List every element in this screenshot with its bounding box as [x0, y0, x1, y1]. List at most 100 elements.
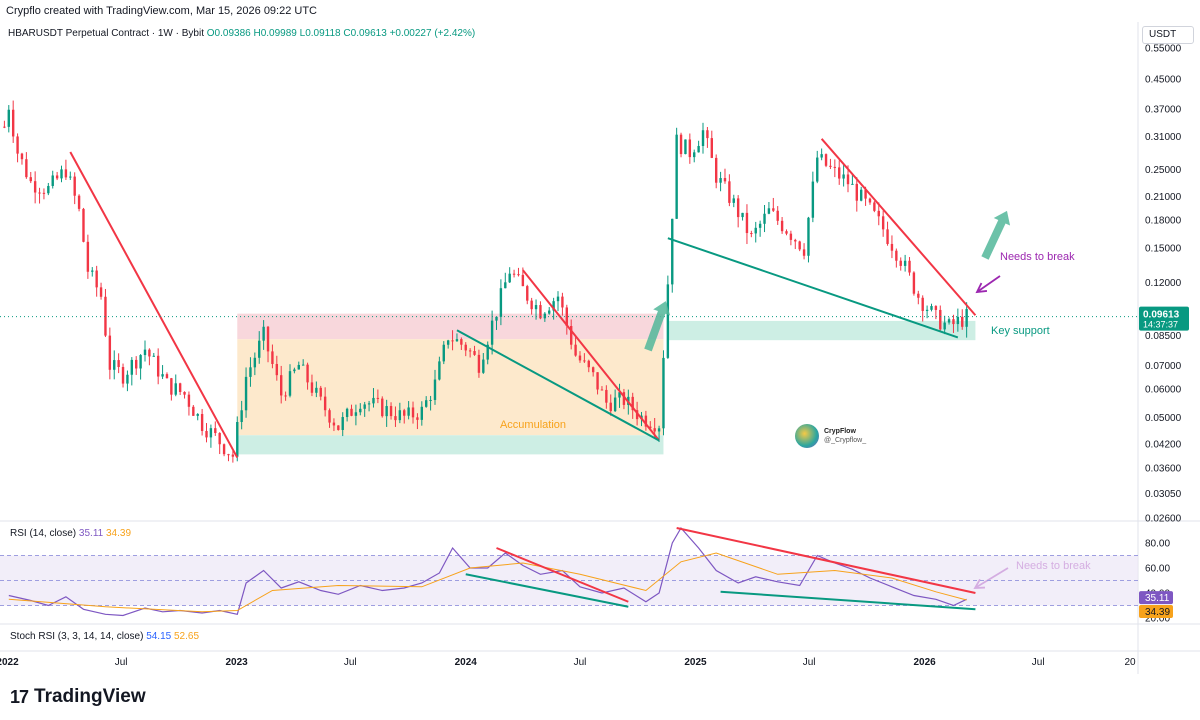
candle-body — [460, 339, 463, 345]
candle-body — [657, 428, 661, 432]
tradingview-logo-icon: 17 — [10, 686, 29, 707]
candle-body — [512, 273, 516, 275]
time-axis[interactable]: 2022 Jul 2023 Jul 2024 Jul 2025 Jul 2026 Jul 20 — [0, 657, 1136, 668]
candles — [3, 100, 968, 463]
trendlines — [0, 138, 1138, 459]
candle-body — [231, 454, 235, 457]
candle-body — [178, 383, 182, 392]
candle-body — [266, 326, 270, 352]
candle-body — [881, 216, 885, 230]
candle-body — [411, 407, 415, 418]
candle-body — [710, 138, 713, 158]
rsi-line — [8, 526, 967, 617]
candle-body — [521, 274, 525, 287]
candle-body — [956, 316, 960, 325]
candle-body — [701, 130, 705, 146]
candle-body — [693, 152, 696, 158]
candle-body — [548, 310, 551, 314]
price-tick-label: 0.55000 — [1145, 44, 1182, 55]
rsi-legend[interactable]: RSI (14, close) 35.11 34.39 — [10, 528, 131, 539]
candle-body — [763, 213, 766, 224]
time-tick-label: 2026 — [913, 657, 936, 668]
tradingview-brand[interactable]: 17 TradingView — [10, 686, 146, 708]
candle-body — [99, 287, 103, 297]
candle-body — [943, 322, 946, 330]
candle-body — [82, 208, 85, 242]
candle-body — [925, 309, 929, 311]
candle-body — [543, 313, 547, 319]
arrow-shape — [981, 210, 1011, 260]
rsi-trendline-2 — [676, 527, 976, 594]
candle-body — [376, 397, 380, 399]
candle-body — [218, 433, 221, 445]
candle-body — [662, 357, 665, 429]
time-tick-label: Jul — [1032, 657, 1045, 668]
candle-body — [561, 296, 564, 308]
candle-body — [117, 360, 120, 368]
ohlc-close: C0.09613 — [343, 28, 387, 39]
price-tick-label: 0.37000 — [1145, 105, 1182, 116]
price-trendline-0 — [69, 151, 239, 459]
price-tick-label: 0.03050 — [1145, 489, 1182, 500]
symbol-legend[interactable]: HBARUSDT Perpetual Contract · 1W · Bybit… — [8, 28, 475, 39]
price-trendline-1 — [522, 269, 660, 442]
candle-body — [504, 282, 507, 289]
price-trendline-4 — [820, 138, 977, 316]
price-tick-label: 0.45000 — [1145, 74, 1182, 85]
candle-body — [244, 376, 248, 411]
candle-body — [271, 351, 274, 364]
price-axis[interactable]: 0.55000 0.45000 0.37000 0.31000 0.25000 0.210… — [1139, 44, 1189, 525]
time-tick-label: 2024 — [455, 657, 478, 668]
candle-body — [859, 189, 863, 201]
candle-body — [697, 145, 700, 153]
crypflow-avatar — [795, 424, 819, 448]
candle-body — [205, 430, 208, 438]
rsi-value-badge — [1139, 591, 1173, 605]
candle-body — [679, 134, 683, 155]
candle-body — [952, 319, 955, 325]
candle-body — [767, 208, 771, 214]
price-tick-label: 0.02600 — [1145, 514, 1182, 525]
price-tick-label: 0.25000 — [1145, 165, 1182, 176]
candle-body — [323, 396, 327, 411]
candle-body — [903, 260, 907, 266]
candle-body — [91, 270, 94, 272]
candle-body — [359, 408, 362, 413]
candle-body — [73, 176, 76, 196]
candle-body — [780, 220, 784, 232]
rsi-ma-label: 34.39 — [1145, 607, 1170, 618]
candle-body — [280, 375, 283, 396]
candle-body — [165, 374, 169, 379]
candle-body — [192, 406, 195, 416]
time-tick-label: Jul — [574, 657, 587, 668]
candle-body — [868, 198, 872, 203]
price-tick-label: 0.05000 — [1145, 413, 1182, 424]
zone-2 — [237, 435, 664, 455]
candle-body — [794, 239, 797, 242]
key-support-label: Key support — [991, 325, 1050, 337]
arrow-shape — [644, 301, 671, 352]
candle-body — [723, 178, 727, 182]
stoch-rsi-legend[interactable]: Stoch RSI (3, 3, 14, 14, close) 54.15 52… — [10, 631, 199, 642]
candle-body — [688, 139, 692, 158]
candle-body — [130, 359, 134, 375]
candle-body — [552, 301, 555, 311]
candle-body — [7, 109, 10, 127]
candle-body — [473, 351, 476, 355]
ohlc-high: H0.09989 — [253, 28, 297, 39]
candle-body — [631, 396, 634, 411]
watermark-handle: @_Crypflow_ — [824, 437, 867, 444]
zone-0 — [237, 313, 664, 340]
candle-body — [113, 360, 116, 370]
candle-body — [420, 406, 424, 420]
candle-body — [534, 305, 538, 310]
candle-body — [222, 444, 226, 455]
candle-body — [899, 260, 902, 266]
currency-selector[interactable]: USDT — [1142, 26, 1194, 44]
candle-body — [170, 378, 173, 395]
candle-body — [622, 392, 626, 405]
top-bar: Crypflo created with TradingView.com, Ma… — [0, 0, 1200, 22]
candle-body — [64, 169, 68, 178]
